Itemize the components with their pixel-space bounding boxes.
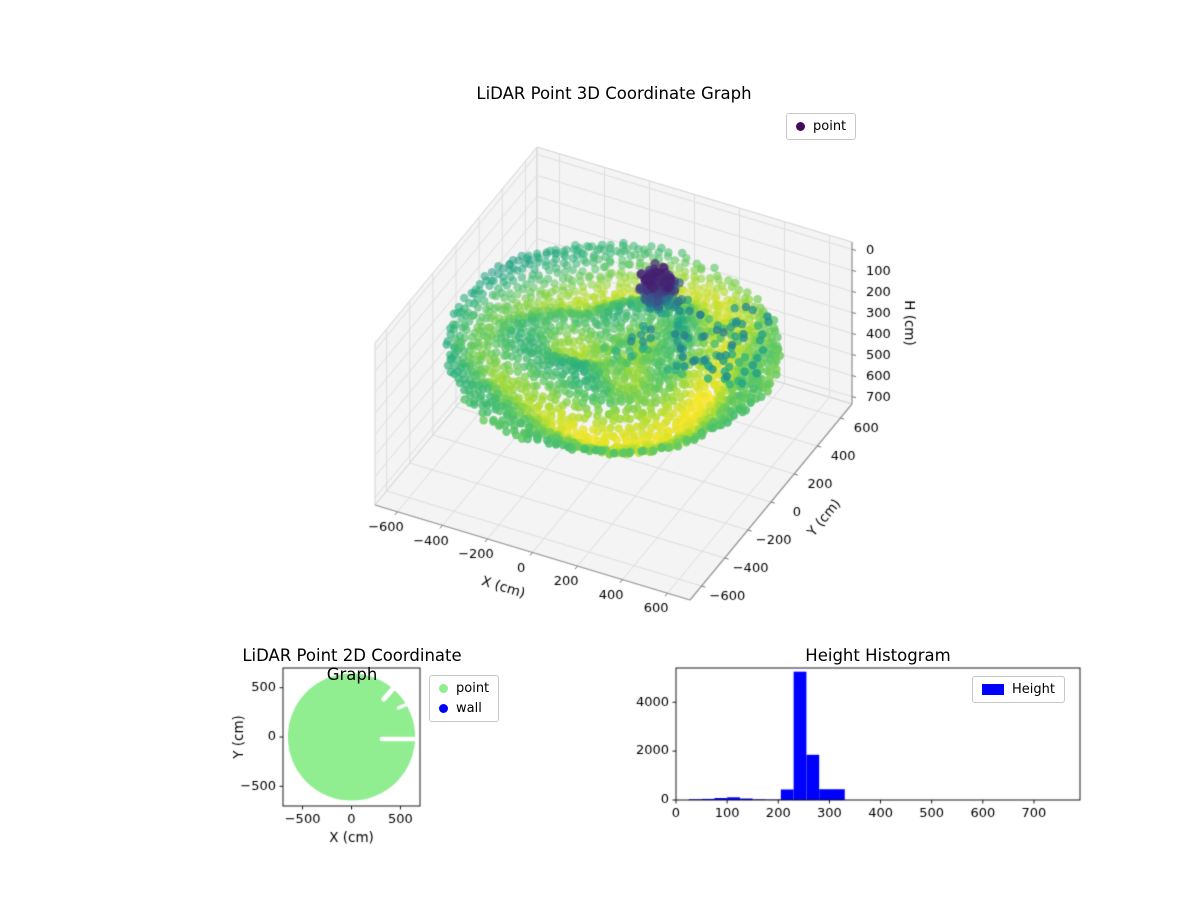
legend-label-wall-2d: wall (456, 701, 482, 716)
plot2d-title: LiDAR Point 2D Coordinate Graph (242, 646, 462, 684)
legend-entry-point-3d: point (796, 118, 846, 135)
legend-label-point-3d: point (813, 119, 847, 134)
legend-marker-point-2d (439, 684, 448, 693)
legend-entry-wall-2d: wall (439, 700, 489, 717)
legend-marker-height (982, 684, 1004, 695)
legend-entry-point-2d: point (439, 680, 489, 697)
plot2d-legend: point wall (429, 675, 500, 722)
plot3d-legend: point (786, 113, 857, 140)
legend-marker-point-3d (796, 122, 805, 131)
histogram-legend: Height (972, 676, 1065, 703)
legend-label-point-2d: point (456, 681, 490, 696)
legend-label-height: Height (1012, 682, 1055, 697)
histogram-title: Height Histogram (805, 646, 951, 665)
legend-entry-height: Height (982, 681, 1055, 698)
plot3d-title: LiDAR Point 3D Coordinate Graph (476, 84, 752, 103)
legend-marker-wall-2d (439, 704, 448, 713)
